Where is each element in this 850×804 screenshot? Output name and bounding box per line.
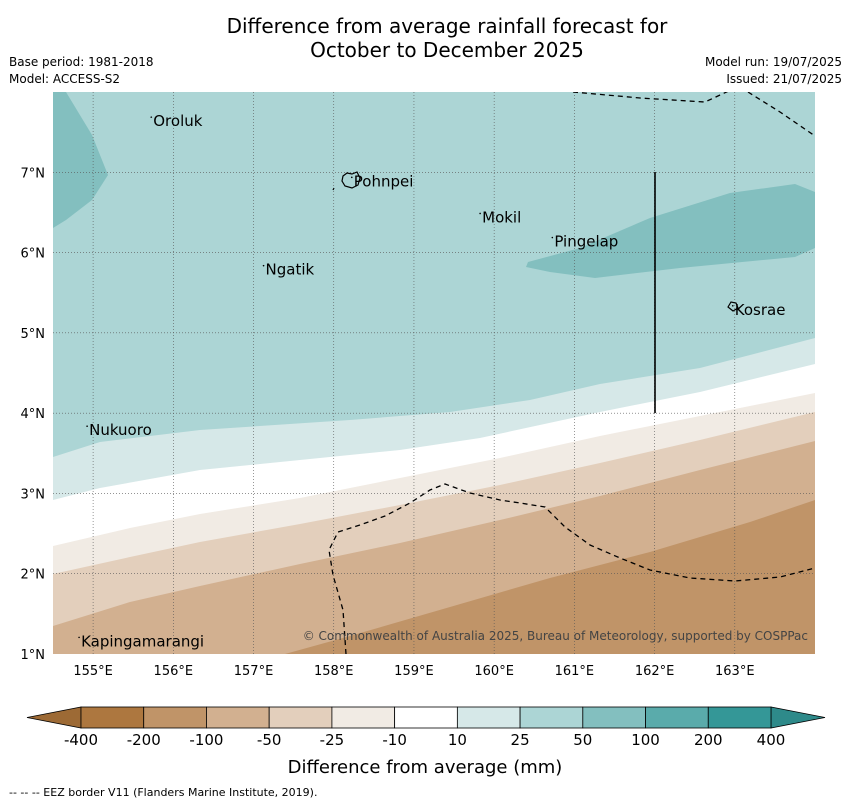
place-marker xyxy=(86,425,88,428)
eez-footnote: -- -- -- EEZ border V11 (Flanders Marine… xyxy=(9,786,318,799)
colorbar-swatch xyxy=(80,706,145,729)
meta-left: Base period: 1981-2018 Model: ACCESS-S2 xyxy=(9,54,154,88)
place-marker xyxy=(262,264,265,267)
colorbar-swatch xyxy=(645,706,709,729)
base-period: Base period: 1981-2018 xyxy=(9,55,154,69)
place-labels: Oroluk Pohnpei Mokil Pingelap Ngatik Kosrae Nu… xyxy=(78,112,785,650)
place-marker xyxy=(731,304,734,307)
colorbar-swatch xyxy=(707,706,772,729)
meta-right: Model run: 19/07/2025 Issued: 21/07/2025 xyxy=(705,54,842,88)
place-label: Pingelap xyxy=(554,233,618,251)
colorbar-over-arrow xyxy=(770,706,826,729)
place-label: Mokil xyxy=(482,208,521,226)
lat-tick-label: 4°N xyxy=(21,407,46,422)
kosrae-outline xyxy=(727,301,739,312)
rainfall-contours xyxy=(53,92,815,654)
place-marker xyxy=(350,176,353,179)
colorbar-swatch xyxy=(143,706,207,729)
contour-minus200-minus100 xyxy=(285,500,815,654)
colorbar-tick-label: 200 xyxy=(694,731,723,749)
eez-border-northeast xyxy=(747,92,815,137)
copyright-text: © Commonwealth of Australia 2025, Bureau… xyxy=(303,629,808,643)
colorbar-swatch xyxy=(456,706,521,729)
colorbar-tick-label: 25 xyxy=(511,731,530,749)
eez-border-north xyxy=(572,92,729,103)
lon-tick-label: 155°E xyxy=(73,664,113,679)
place-label: Kosrae xyxy=(735,301,786,319)
lon-tick-label: 157°E xyxy=(234,664,274,679)
map-title: Difference from average rainfall forecas… xyxy=(226,14,668,62)
colorbar-swatch xyxy=(331,706,396,729)
place-label: Oroluk xyxy=(153,112,202,130)
lon-tick-label: 163°E xyxy=(715,664,755,679)
colorbar-tick-label: -100 xyxy=(189,731,223,749)
place-marker xyxy=(551,236,554,239)
colorbar-tick-label: -25 xyxy=(320,731,345,749)
lon-tick-label: 158°E xyxy=(314,664,354,679)
issued-date: Issued: 21/07/2025 xyxy=(726,72,842,86)
colorbar-swatch xyxy=(394,706,458,729)
islands xyxy=(332,171,739,312)
colorbar-tick-label: 50 xyxy=(573,731,592,749)
model-run-date: Model run: 19/07/2025 xyxy=(704,55,842,69)
lon-tick-label: 161°E xyxy=(555,664,595,679)
place-label: Pohnpei xyxy=(354,172,414,190)
colorbar-swatch xyxy=(268,706,333,729)
place-label: Nukuoro xyxy=(89,421,152,439)
place-marker xyxy=(479,212,481,215)
lon-tick-label: 160°E xyxy=(474,664,514,679)
colorbar-tick-label: -400 xyxy=(64,731,98,749)
pohnpei-outline xyxy=(341,171,361,189)
colorbar-under-arrow xyxy=(26,706,82,729)
lon-tick-label: 159°E xyxy=(394,664,434,679)
lat-tick-label: 6°N xyxy=(21,247,46,262)
colorbar-swatch xyxy=(206,706,270,729)
colorbar-label: Difference from average (mm) xyxy=(288,757,563,778)
lat-tick-label: 1°N xyxy=(21,648,46,663)
lat-tick-label: 7°N xyxy=(21,166,46,181)
lon-tick-label: 162°E xyxy=(635,664,675,679)
lat-tick-label: 2°N xyxy=(21,568,46,583)
place-marker xyxy=(150,116,153,118)
colorbar-tick-label: -50 xyxy=(257,731,282,749)
contour-50-100-west xyxy=(53,92,108,228)
pohnpei-islet xyxy=(332,187,335,191)
colorbar: -400 -200 -100 -50 -25 -10 10 25 50 100 200 400 xyxy=(26,706,826,749)
colorbar-tick-label: 100 xyxy=(631,731,660,749)
place-label: Kapingamarangi xyxy=(81,632,204,650)
longitude-labels: 155°E 156°E 157°E 158°E 159°E 160°E 161°E 162°E… xyxy=(73,664,754,679)
colorbar-tick-label: 400 xyxy=(757,731,786,749)
colorbar-tick-label: -200 xyxy=(127,731,161,749)
colorbar-swatch xyxy=(519,706,584,729)
place-label: Ngatik xyxy=(266,261,315,279)
colorbar-swatch xyxy=(582,706,646,729)
lat-tick-label: 5°N xyxy=(21,327,46,342)
lat-tick-label: 3°N xyxy=(21,487,46,502)
latitude-labels: 7°N 6°N 5°N 4°N 3°N 2°N 1°N xyxy=(21,166,46,663)
place-marker xyxy=(78,636,80,639)
colorbar-tick-label: -10 xyxy=(382,731,407,749)
colorbar-tick-label: 10 xyxy=(448,731,467,749)
eez-borders xyxy=(328,92,815,654)
model-name: Model: ACCESS-S2 xyxy=(9,72,121,86)
lon-tick-label: 156°E xyxy=(154,664,194,679)
contour-50-100-east xyxy=(526,184,815,278)
grid-lines xyxy=(53,92,815,654)
